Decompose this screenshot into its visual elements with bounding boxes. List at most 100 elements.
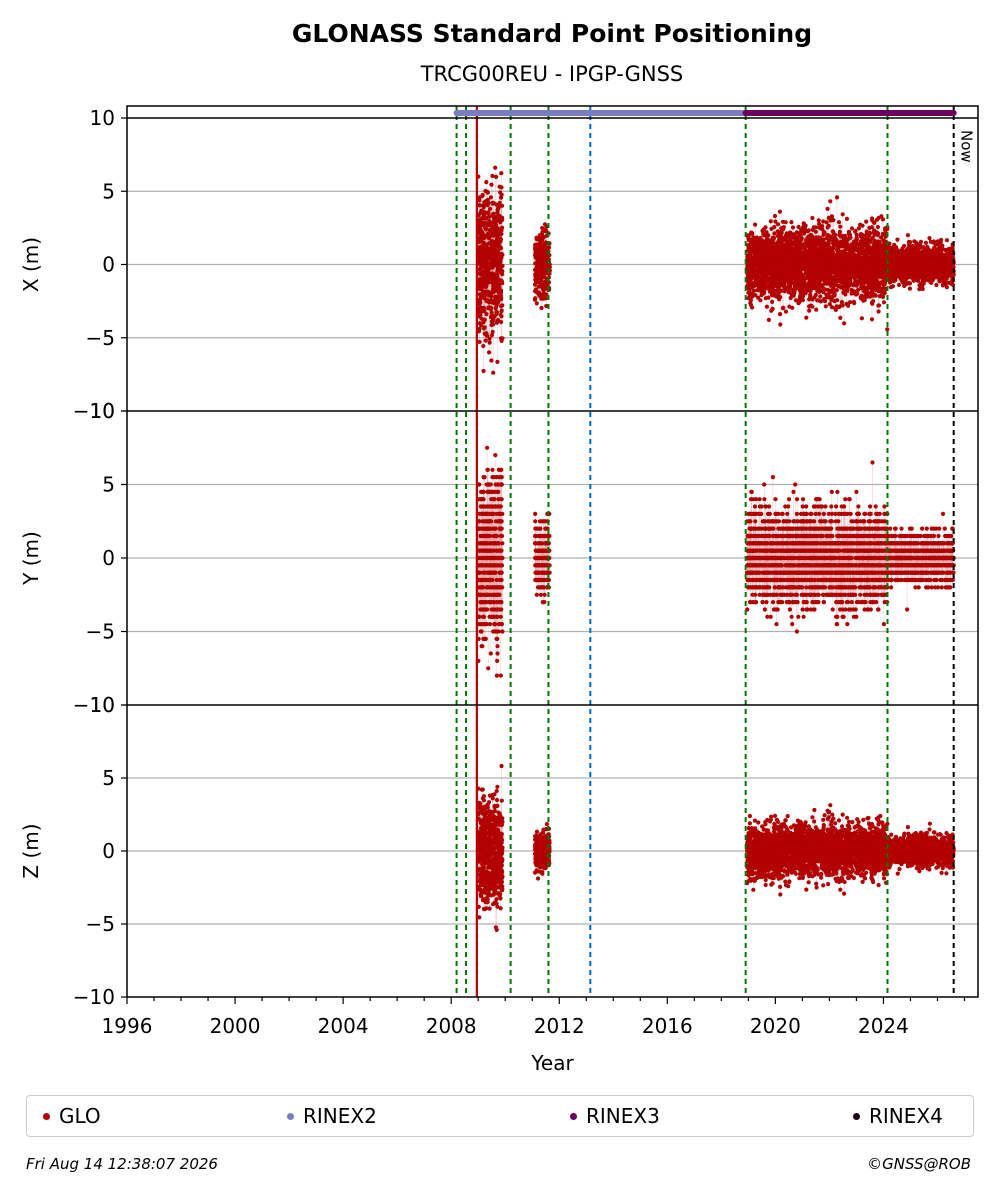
glo-point	[487, 340, 492, 345]
glo-point	[770, 299, 775, 304]
glo-point	[500, 217, 505, 222]
glo-point	[778, 312, 783, 317]
glo-point	[480, 644, 485, 649]
glo-point	[487, 350, 492, 355]
glo-point	[825, 206, 830, 211]
glo-point	[778, 322, 783, 327]
glo-point	[808, 292, 813, 297]
glo-point	[770, 306, 775, 312]
glo-point	[481, 343, 486, 349]
glo-point	[500, 303, 505, 308]
glo-point	[499, 231, 504, 237]
glo-point	[500, 263, 505, 268]
glo-point	[890, 284, 896, 289]
glo-point	[495, 359, 500, 364]
glo-point	[840, 212, 845, 217]
glo-point	[772, 213, 778, 219]
glo-point	[848, 300, 853, 305]
y-tick-label: 5	[102, 473, 115, 497]
chart-title: GLONASS Standard Point Positioning	[292, 19, 812, 48]
glo-point	[944, 238, 950, 243]
glo-point	[918, 239, 924, 244]
glo-point	[487, 336, 492, 341]
glo-point	[762, 289, 767, 295]
glo-point	[859, 316, 865, 321]
glo-point	[895, 237, 900, 242]
glo-point	[489, 333, 494, 338]
glo-point	[876, 303, 882, 308]
glo-point	[854, 232, 859, 237]
glo-point	[783, 309, 789, 314]
glo-point	[803, 223, 808, 228]
glo-point	[479, 629, 484, 634]
glo-point	[490, 329, 495, 334]
glo-point	[490, 173, 495, 179]
glo-point	[939, 237, 944, 243]
glo-point	[934, 282, 939, 288]
glo-point	[495, 310, 500, 315]
glo-point	[750, 231, 755, 236]
glo-point	[840, 303, 845, 308]
y-tick-label: 10	[90, 106, 115, 130]
glo-point	[500, 252, 505, 257]
glo-point	[882, 290, 887, 295]
glo-point	[748, 298, 754, 303]
glo-point	[831, 217, 836, 223]
glo-point	[885, 327, 890, 332]
glo-point	[478, 313, 483, 318]
glo-point	[789, 220, 794, 225]
glo-point	[487, 214, 492, 219]
glo-point	[484, 244, 489, 249]
glo-point	[477, 203, 483, 208]
glo-point	[498, 290, 504, 295]
glo-point	[783, 220, 788, 225]
glo-point	[499, 171, 504, 176]
glo-point	[498, 246, 504, 251]
glo-point	[764, 304, 770, 309]
glo-point	[905, 233, 911, 238]
glo-point	[771, 235, 777, 240]
glo-point	[499, 319, 504, 325]
glo-point	[902, 243, 907, 249]
glo-point	[804, 315, 809, 320]
glo-point	[500, 336, 505, 341]
glo-point	[908, 240, 913, 245]
glo-point	[853, 228, 858, 233]
glo-point	[813, 229, 819, 234]
spp-chart: GLONASS Standard Point Positioning TRCG0…	[19, 19, 979, 1075]
glo-trace	[478, 447, 503, 676]
y-tick-label: 0	[102, 546, 115, 570]
glo-point	[844, 216, 850, 221]
chart-subtitle: TRCG00REU - IPGP-GNSS	[420, 62, 684, 86]
glo-point	[772, 224, 777, 230]
glo-point	[810, 304, 815, 309]
glo-point	[818, 294, 823, 299]
glo-point	[838, 315, 843, 320]
glo-point	[495, 317, 501, 323]
glo-point	[484, 283, 489, 288]
y-tick-label: 0	[102, 253, 115, 277]
glo-point	[881, 300, 887, 305]
glo-point	[875, 224, 881, 230]
glo-point	[876, 309, 881, 314]
glo-point	[489, 182, 494, 187]
glo-point	[951, 272, 956, 277]
glo-point	[491, 322, 496, 327]
glo-point	[488, 206, 493, 211]
glo-point	[486, 267, 491, 272]
glo-point	[758, 298, 763, 303]
glo-point	[832, 292, 837, 297]
glo-point	[907, 286, 913, 291]
glo-point	[497, 200, 502, 205]
glo-point	[484, 180, 489, 185]
glo-point	[768, 219, 773, 224]
glo-point	[826, 223, 831, 228]
glo-point	[873, 293, 878, 298]
glo-point	[499, 185, 504, 190]
glo-point	[921, 281, 926, 286]
glo-point	[750, 305, 755, 310]
glo-point	[849, 226, 855, 231]
glo-point	[482, 317, 487, 322]
glo-point	[763, 225, 768, 230]
